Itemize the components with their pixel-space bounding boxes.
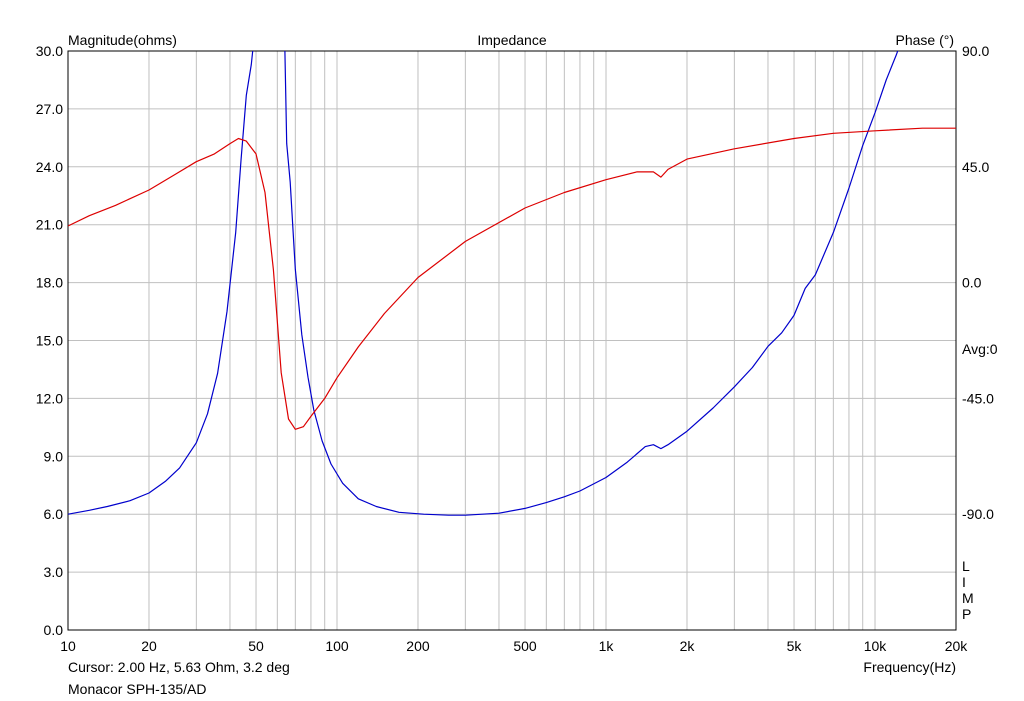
y-axis-title: Magnitude(ohms) — [68, 32, 177, 48]
y2-tick-label: 45.0 — [962, 159, 989, 175]
limp-letter-i: I — [962, 574, 966, 590]
avg-label: Avg:0 — [962, 341, 998, 357]
chart-title: Impedance — [477, 32, 546, 48]
y2-tick-label: -45.0 — [962, 390, 994, 406]
x-tick-label: 20k — [945, 638, 969, 654]
x-axis-title: Frequency(Hz) — [863, 659, 956, 675]
y-tick-label: 24.0 — [36, 159, 63, 175]
y-tick-label: 9.0 — [44, 448, 64, 464]
x-tick-label: 10 — [60, 638, 76, 654]
y2-tick-label: -90.0 — [962, 506, 994, 522]
y-tick-label: 15.0 — [36, 333, 63, 349]
x-tick-label: 200 — [406, 638, 430, 654]
device-name: Monacor SPH-135/AD — [68, 681, 207, 697]
series-group — [68, 51, 956, 516]
x-tick-label: 500 — [513, 638, 537, 654]
y-tick-label: 30.0 — [36, 43, 63, 59]
y-tick-label: 18.0 — [36, 275, 63, 291]
limp-letter-p: P — [962, 606, 971, 622]
y2-tick-label: 90.0 — [962, 43, 989, 59]
y-tick-label: 0.0 — [44, 622, 64, 638]
grid — [68, 51, 956, 630]
y-tick-label: 6.0 — [44, 506, 64, 522]
x-tick-label: 50 — [248, 638, 264, 654]
y-tick-label: 3.0 — [44, 564, 64, 580]
x-tick-label: 100 — [325, 638, 349, 654]
y-tick-label: 21.0 — [36, 217, 63, 233]
y2-axis-ticks: -90.0 -45.0 0.0 45.0 90.0 — [962, 43, 994, 522]
cursor-readout: Cursor: 2.00 Hz, 5.63 Ohm, 3.2 deg — [68, 659, 290, 675]
y-tick-label: 12.0 — [36, 390, 63, 406]
impedance-phase-line — [68, 127, 956, 430]
y2-tick-label: 0.0 — [962, 275, 982, 291]
x-tick-label: 2k — [680, 638, 696, 654]
y-tick-label: 27.0 — [36, 101, 63, 117]
plot-frame — [67, 50, 957, 631]
y-axis-ticks: 0.0 3.0 6.0 9.0 12.0 15.0 18.0 21.0 24.0 27.0 30.0 — [36, 43, 63, 638]
x-tick-label: 10k — [864, 638, 888, 654]
x-tick-label: 20 — [141, 638, 157, 654]
limp-letter-m: M — [962, 590, 974, 606]
limp-letter-l: L — [962, 558, 970, 574]
plot-border — [67, 50, 957, 631]
x-tick-label: 1k — [599, 638, 615, 654]
x-axis-ticks: 10 20 50 100 200 500 1k 2k 5k 10k 20k — [60, 638, 968, 654]
x-tick-label: 5k — [787, 638, 803, 654]
impedance-magnitude-line — [68, 51, 899, 516]
y2-axis-title: Phase (°) — [895, 32, 954, 48]
